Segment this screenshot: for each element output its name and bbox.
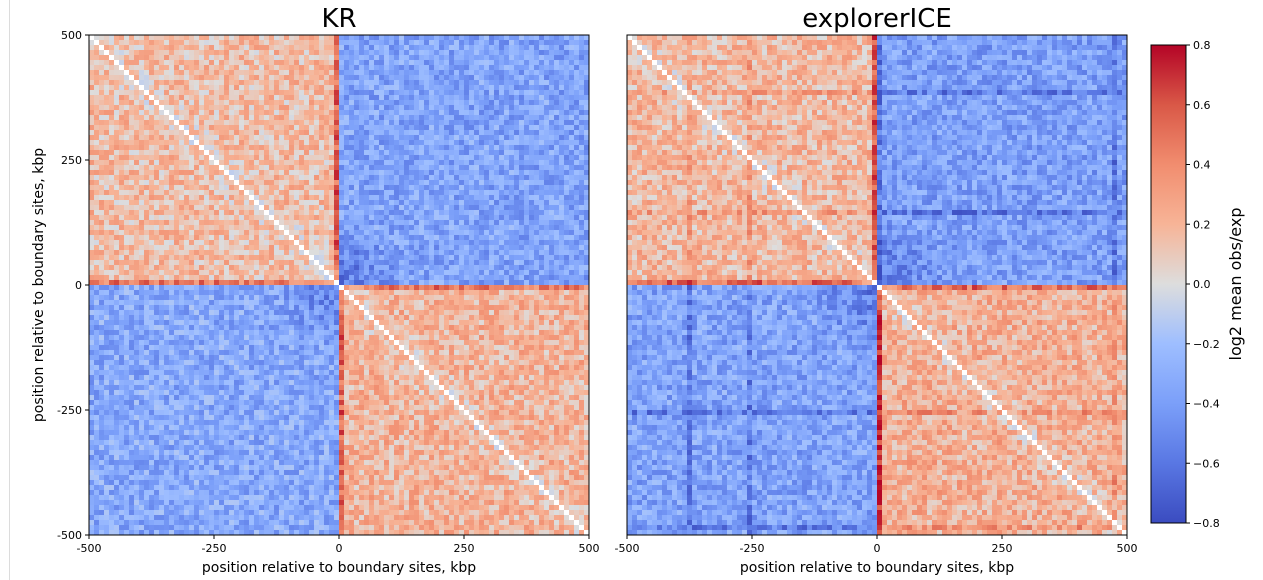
- panel-explorerice: explorerICE -500 -250 0 250 500 position rel…: [615, 4, 1138, 576]
- y-axis-label-kr: position relative to boundary sites, kbp: [31, 148, 47, 422]
- colorbar-ticks: 0.8 0.6 0.4 0.2 0.0 −0.2 −0.4 −0.6 −0.8: [1186, 39, 1220, 530]
- heatmap-kr: [89, 35, 589, 535]
- colorbar-tick-label: 0.8: [1193, 39, 1211, 52]
- heatmap-image: [89, 35, 589, 535]
- x-tick-label: -250: [202, 542, 227, 555]
- colorbar-tick-label: 0.2: [1193, 218, 1211, 231]
- colorbar-tick-label: −0.6: [1193, 457, 1220, 470]
- heatmap-image: [627, 35, 1127, 535]
- x-axis-label-explorerice: position relative to boundary sites, kbp: [740, 560, 1014, 576]
- x-axis-ticks-kr: -500 -250 0 250 500: [77, 535, 600, 555]
- colorbar-tick-label: −0.2: [1193, 338, 1220, 351]
- x-tick-label: 0: [336, 542, 343, 555]
- x-axis-label-kr: position relative to boundary sites, kbp: [202, 560, 476, 576]
- x-tick-label: 500: [1117, 542, 1138, 555]
- x-tick-label: -250: [740, 542, 765, 555]
- colorbar-tick-label: 0.0: [1193, 278, 1211, 291]
- x-tick-label: 250: [992, 542, 1013, 555]
- x-tick-label: -500: [77, 542, 102, 555]
- x-tick-label: -500: [615, 542, 640, 555]
- colorbar-label: log2 mean obs/exp: [1226, 208, 1245, 361]
- y-tick-label: 250: [61, 154, 82, 167]
- x-axis-ticks-explorerice: -500 -250 0 250 500: [615, 535, 1138, 555]
- panel-title-explorerice: explorerICE: [802, 4, 952, 34]
- x-tick-label: 500: [579, 542, 600, 555]
- x-tick-label: 0: [874, 542, 881, 555]
- colorbar: 0.8 0.6 0.4 0.2 0.0 −0.2 −0.4 −0.6 −0.8 log2 mea…: [1150, 39, 1245, 530]
- y-tick-label: -250: [57, 404, 82, 417]
- notebook-gutter-line: [9, 0, 10, 580]
- colorbar-gradient: [1150, 44, 1187, 524]
- colorbar-tick-label: −0.4: [1193, 398, 1220, 411]
- panel-kr: KR -500 -250 0 250 500 -500 -250 0 250 500 posit…: [31, 4, 600, 576]
- colorbar-tick-label: 0.6: [1193, 99, 1211, 112]
- heatmap-explorerice: [627, 35, 1127, 535]
- panel-title-kr: KR: [321, 4, 356, 34]
- y-tick-label: -500: [57, 529, 82, 542]
- y-tick-label: 0: [75, 279, 82, 292]
- y-tick-label: 500: [61, 29, 82, 42]
- y-axis-ticks-kr: -500 -250 0 250 500: [57, 29, 89, 542]
- x-tick-label: 250: [454, 542, 475, 555]
- colorbar-tick-label: 0.4: [1193, 159, 1211, 172]
- colorbar-tick-label: −0.8: [1193, 517, 1220, 530]
